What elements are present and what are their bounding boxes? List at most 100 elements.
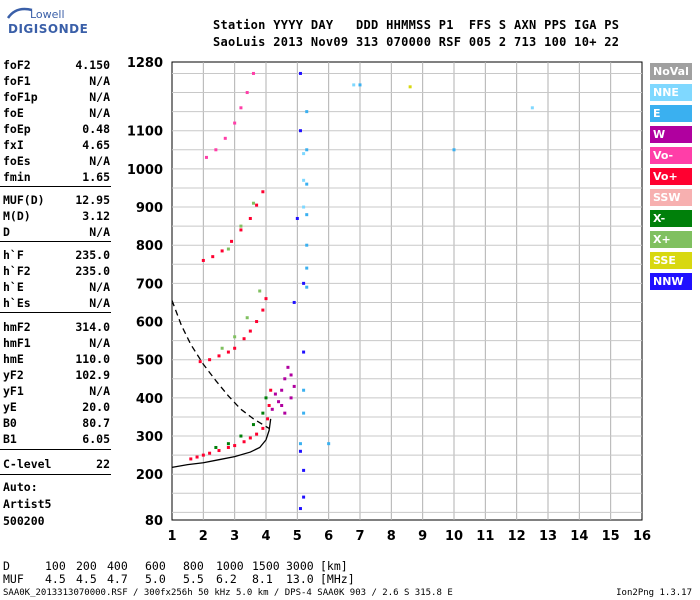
distance-value: 3000 [286,559,314,573]
y-tick-label: 500 [136,354,163,369]
data-point [226,442,230,446]
data-point [261,190,265,194]
param-value: N/A [89,74,110,88]
param-row: h`Es N/A [3,296,110,312]
data-point [305,285,309,289]
file-info: SAA0K_2013313070000.RSF / 300fx256h 50 k… [3,588,453,598]
data-point [289,373,293,377]
data-point [239,228,243,232]
legend-item: SSW [650,189,692,206]
param-key: M(D) [3,209,31,223]
param-value: N/A [89,296,110,310]
data-point [270,407,274,411]
data-point [245,316,249,320]
header-line-2: SaoLuis 2013 Nov09 313 070000 RSF 005 2 … [213,35,620,49]
param-value: 3.12 [82,209,110,223]
data-point [283,377,287,381]
data-point [261,411,265,415]
data-point [292,384,296,388]
data-point [280,388,284,392]
x-tick-label: 6 [324,529,333,544]
version-label: Ion2Png 1.3.17 [616,588,692,598]
param-value: N/A [89,280,110,294]
data-point [408,85,412,89]
logo-digisonde: DIGISONDE [8,22,89,36]
data-point [201,453,205,457]
x-tick-label: 12 [508,529,526,544]
legend-item: SSE [650,252,692,269]
y-tick-label: 400 [136,392,163,407]
legend-item: Vo- [650,147,692,164]
param-row: foF1p N/A [3,90,110,106]
param-key: foEp [3,122,31,136]
artist-label: Artist5 [3,497,52,511]
param-value: 12.95 [75,193,110,207]
param-value: 1.65 [82,170,110,184]
data-point [298,442,302,446]
data-point [220,346,224,350]
param-value: 22 [96,457,110,471]
y-tick-label: 200 [136,468,163,483]
data-point [273,392,277,396]
data-point [305,148,309,152]
x-tick-label: 15 [602,529,620,544]
param-key: yE [3,400,17,414]
param-row: M(D) 3.12 [3,209,110,225]
data-point [305,266,309,270]
x-tick-label: 1 [167,529,176,544]
muf-value: 6.2 [216,572,237,586]
param-key: h`F2 [3,264,31,278]
data-point [358,83,362,87]
distance-value: 1500 [252,559,280,573]
param-value: 4.65 [82,138,110,152]
param-key: B0 [3,416,17,430]
dashed-curve [171,300,270,429]
param-key: foF1 [3,74,31,88]
x-tick-label: 7 [355,529,364,544]
param-key: yF2 [3,368,24,382]
x-tick-label: 16 [633,529,651,544]
muf-value: 5.0 [145,572,166,586]
data-point [220,249,224,253]
param-value: 6.05 [82,432,110,446]
param-value: N/A [89,225,110,239]
x-tick-label: 14 [570,529,588,544]
param-row: foF1 N/A [3,74,110,90]
param-key: D [3,225,10,239]
param-key: hmE [3,352,24,366]
muf-value: 4.5 [45,572,66,586]
data-point [226,350,230,354]
y-tick-label: 300 [136,430,163,445]
data-point [298,507,302,511]
y-tick-label: 900 [136,201,163,216]
param-row: fmin 1.65 [3,170,110,186]
y-tick-label: 1280 [127,56,163,71]
data-point [217,449,221,453]
data-point [198,360,202,364]
data-point [305,182,309,186]
data-point [251,71,255,75]
data-point [255,320,259,324]
data-point [208,358,212,362]
data-point [233,346,237,350]
param-key: h`Es [3,296,31,310]
plot-frame [171,61,643,521]
logo-swoosh-icon [6,7,33,19]
legend-item: W [650,126,692,143]
data-point [302,205,306,209]
param-key: yF1 [3,384,24,398]
data-point [302,468,306,472]
x-tick-label: 8 [387,529,396,544]
muf-label: MUF [3,572,24,586]
param-key: h`F [3,248,24,262]
param-row: h`F 235.0 [3,248,110,264]
data-point [201,258,205,262]
data-point [251,201,255,205]
data-point [302,388,306,392]
param-key: fmin [3,170,31,184]
y-tick-label: 700 [136,277,163,292]
param-row: hmF1 N/A [3,336,110,352]
param-key: hmF1 [3,336,31,350]
param-row: yF2 102.9 [3,368,110,384]
param-row: B0 80.7 [3,416,110,432]
